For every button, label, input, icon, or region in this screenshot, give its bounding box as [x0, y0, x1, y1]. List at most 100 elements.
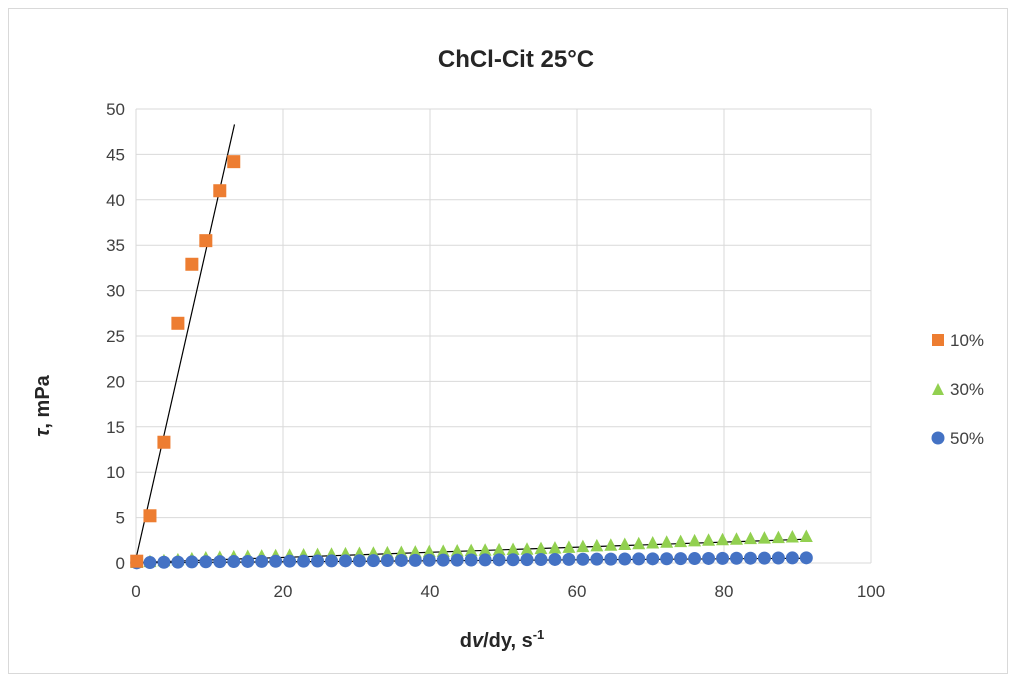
x-tick-label: 20	[274, 582, 293, 601]
data-point-triangle	[492, 542, 506, 556]
data-point-triangle	[771, 530, 785, 544]
data-point-circle	[785, 551, 799, 565]
data-point-circle	[157, 555, 171, 569]
legend-label-10: 10%	[950, 331, 984, 350]
data-point-triangle	[632, 536, 646, 550]
data-point-circle	[227, 555, 241, 569]
chart-svg: ChCl-Cit 25°C 0 5 10 15 20 25 30 35 40 45 50 0 20 40 6…	[32, 46, 984, 652]
data-point-circle	[283, 554, 297, 568]
data-point-circle	[660, 552, 674, 566]
data-point-circle	[464, 553, 478, 567]
data-point-circle	[269, 554, 283, 568]
data-points-layer	[130, 155, 813, 570]
x-axis-label-post: /dy, s	[483, 630, 533, 652]
data-point-circle	[297, 554, 311, 568]
y-tick-label: 40	[106, 191, 125, 210]
x-axis-label-pre: d	[460, 630, 472, 652]
legend-marker-10	[932, 334, 944, 346]
x-tick-label: 80	[715, 582, 734, 601]
tick-labels-layer: 0 5 10 15 20 25 30 35 40 45 50 0 20 40 60 80 100	[106, 100, 885, 601]
data-point-triangle	[729, 532, 743, 545]
data-point-triangle	[450, 544, 464, 557]
y-axis-label: τ, mPa	[32, 374, 54, 436]
data-point-triangle	[660, 535, 674, 548]
data-point-triangle	[422, 544, 436, 558]
chart-frame: ChCl-Cit 25°C 0 5 10 15 20 25 30 35 40 45 50 0 20 40 6…	[8, 8, 1008, 674]
x-tick-label: 60	[568, 582, 587, 601]
data-point-triangle	[799, 529, 813, 542]
y-tick-label: 45	[106, 145, 125, 164]
data-point-circle	[143, 556, 157, 570]
data-point-triangle	[478, 543, 492, 556]
data-point-triangle	[646, 536, 660, 549]
data-point-circle	[492, 553, 506, 567]
data-point-circle	[716, 551, 730, 565]
data-point-circle	[688, 552, 702, 566]
data-point-triangle	[408, 545, 422, 558]
data-point-circle	[171, 555, 185, 569]
data-point-square	[130, 554, 144, 568]
data-point-square	[157, 435, 171, 449]
data-point-circle	[199, 555, 213, 569]
grid-layer	[135, 108, 872, 564]
data-point-circle	[674, 552, 688, 566]
data-point-square	[199, 234, 213, 248]
legend-label-50: 50%	[950, 429, 984, 448]
data-point-square	[143, 509, 157, 523]
data-point-circle	[576, 552, 590, 566]
data-point-triangle	[604, 538, 618, 551]
data-point-circle	[255, 554, 269, 568]
y-tick-label: 35	[106, 236, 125, 255]
x-tick-label: 0	[131, 582, 140, 601]
y-axis-label-italic: τ	[32, 427, 54, 437]
data-point-triangle	[464, 543, 478, 557]
data-point-circle	[325, 554, 339, 568]
trendline-layer	[135, 124, 807, 564]
data-point-triangle	[590, 538, 604, 552]
data-point-triangle	[716, 532, 730, 546]
data-point-triangle	[548, 541, 562, 554]
y-tick-label: 25	[106, 327, 125, 346]
y-tick-label: 10	[106, 463, 125, 482]
data-point-triangle	[562, 540, 576, 553]
y-axis-label-post: , mPa	[32, 374, 54, 428]
data-point-triangle	[743, 531, 757, 545]
data-point-circle	[422, 553, 436, 567]
data-point-circle	[729, 551, 743, 565]
data-point-circle	[548, 552, 562, 566]
data-point-triangle	[618, 537, 632, 550]
data-point-circle	[757, 551, 771, 565]
data-point-circle	[478, 553, 492, 567]
y-tick-label: 30	[106, 282, 125, 301]
data-point-circle	[702, 551, 716, 565]
x-axis-label: dv/dy, s-1	[460, 627, 545, 652]
x-tick-label: 100	[857, 582, 885, 601]
data-point-square	[171, 316, 185, 330]
data-point-circle	[380, 554, 394, 568]
data-point-circle	[799, 551, 813, 565]
data-point-circle	[366, 554, 380, 568]
data-point-circle	[604, 552, 618, 566]
x-axis-label-sup: -1	[533, 627, 545, 642]
data-point-circle	[436, 553, 450, 567]
legend-marker-30	[932, 383, 944, 395]
data-point-circle	[185, 555, 199, 569]
data-point-circle	[534, 553, 548, 567]
data-point-circle	[311, 554, 325, 568]
data-point-triangle	[674, 534, 688, 548]
data-point-square	[227, 155, 241, 169]
legend-label-30: 30%	[950, 380, 984, 399]
data-point-triangle	[520, 542, 534, 555]
y-tick-label: 0	[116, 554, 125, 573]
data-point-circle	[408, 553, 422, 567]
data-point-circle	[618, 552, 632, 566]
legend: 10% 30% 50%	[931, 331, 984, 448]
data-point-triangle	[576, 539, 590, 553]
data-point-circle	[213, 555, 227, 569]
x-tick-label: 40	[421, 582, 440, 601]
data-point-circle	[450, 553, 464, 567]
data-point-circle	[743, 551, 757, 565]
y-tick-label: 20	[106, 372, 125, 391]
data-point-triangle	[702, 533, 716, 546]
legend-marker-50	[931, 431, 945, 445]
